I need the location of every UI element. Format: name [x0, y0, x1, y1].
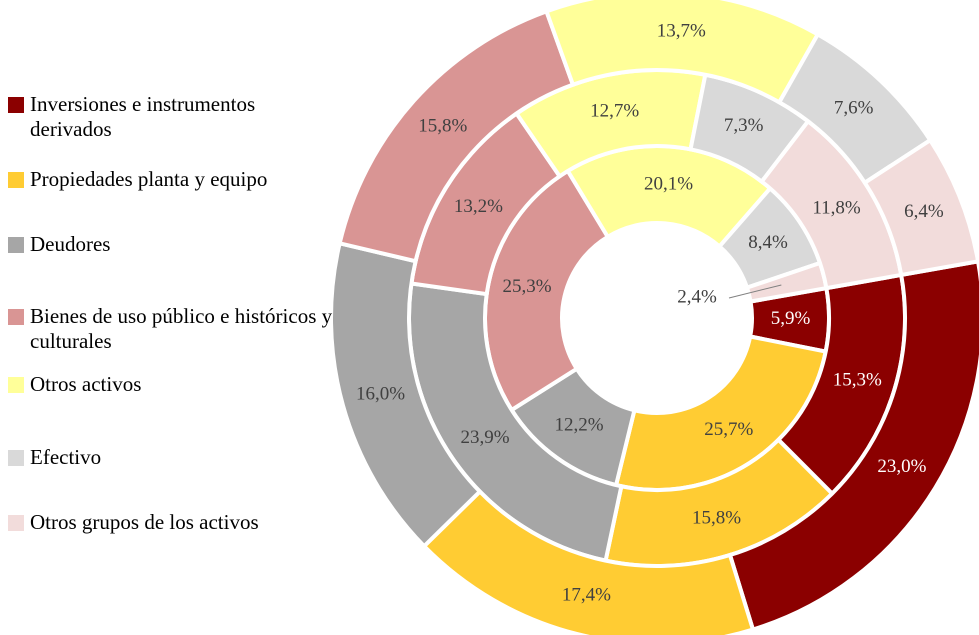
data-label: 25,7% [704, 419, 753, 440]
legend-label: Propiedades planta y equipo [30, 167, 268, 191]
data-label: 5,9% [771, 308, 811, 329]
legend-swatch [8, 172, 24, 188]
data-label: 6,4% [904, 201, 944, 222]
legend-item: Otros activos [8, 372, 340, 397]
legend-label: Deudores [30, 232, 111, 256]
legend-label: Bienes de uso público e históricos y cul… [30, 304, 333, 353]
legend-item: Deudores [8, 232, 340, 257]
legend-item: Efectivo [8, 445, 340, 470]
legend-item: Bienes de uso público e históricos y cul… [8, 304, 340, 354]
data-label: 25,3% [502, 276, 551, 297]
legend-swatch [8, 377, 24, 393]
data-label: 20,1% [644, 173, 693, 194]
data-label: 2,4% [677, 286, 717, 307]
donut-segment [862, 137, 979, 278]
legend-label: Otros activos [30, 372, 142, 396]
legend-swatch [8, 450, 24, 466]
leader-line [728, 284, 782, 299]
legend-item: Propiedades planta y equipo [8, 167, 340, 192]
data-label: 8,4% [748, 232, 788, 253]
legend-item: Inversiones e instrumentos derivados [8, 92, 340, 142]
legend-label: Inversiones e instrumentos derivados [30, 92, 256, 141]
data-label: 15,8% [418, 115, 467, 136]
legend-swatch [8, 309, 24, 325]
data-label: 12,7% [590, 101, 639, 122]
data-label: 13,2% [454, 196, 503, 217]
data-label: 15,8% [692, 508, 741, 529]
data-label: 16,0% [356, 383, 405, 404]
legend-swatch [8, 515, 24, 531]
legend-swatch [8, 237, 24, 253]
data-label: 23,9% [460, 427, 509, 448]
legend-item: Otros grupos de los activos [8, 510, 340, 535]
data-label: 23,0% [877, 456, 926, 477]
data-label: 15,3% [833, 370, 882, 391]
data-label: 13,7% [657, 20, 706, 41]
legend-swatch [8, 97, 24, 113]
data-label: 7,3% [724, 115, 764, 136]
legend-label: Otros grupos de los activos [30, 510, 259, 534]
data-label: 12,2% [555, 415, 604, 436]
data-label: 11,8% [812, 197, 861, 218]
data-label: 7,6% [834, 97, 874, 118]
legend-label: Efectivo [30, 445, 102, 469]
data-label: 17,4% [562, 585, 611, 606]
